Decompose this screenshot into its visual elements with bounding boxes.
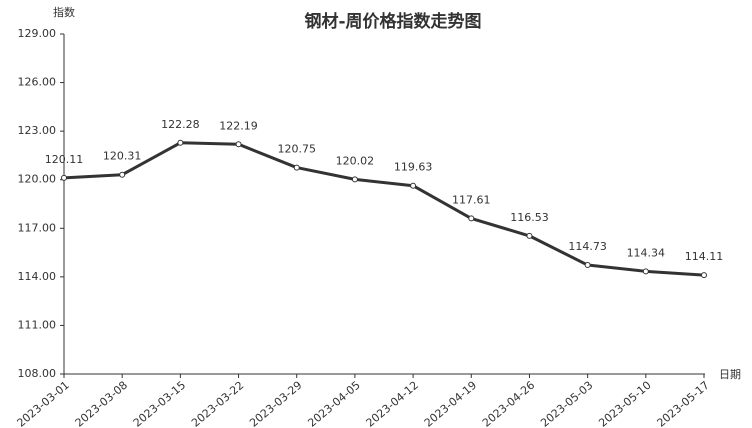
point xyxy=(61,174,67,181)
y-tick-label: 114.00 xyxy=(18,270,57,283)
x-tick-label: 2023-03-22 xyxy=(189,379,246,428)
x-tick-label: 2023-03-01 xyxy=(15,379,72,428)
y-axis-label: 指数 xyxy=(53,5,75,19)
data-label: 120.02 xyxy=(336,154,375,167)
x-tick-label: 2023-05-10 xyxy=(596,379,653,428)
x-tick-label: 2023-04-12 xyxy=(364,379,421,428)
point xyxy=(177,139,184,146)
point xyxy=(701,272,707,279)
line xyxy=(63,141,705,277)
x-tick-label: 2023-04-05 xyxy=(305,379,362,428)
y-tick-label: 120.00 xyxy=(18,173,57,186)
point xyxy=(468,215,475,222)
point xyxy=(584,262,591,269)
chart-title: 钢材-周价格指数走势图 xyxy=(304,11,481,32)
point xyxy=(351,176,358,183)
x-tick-label: 2023-04-26 xyxy=(480,379,537,428)
data-label: 116.53 xyxy=(510,211,549,224)
point xyxy=(235,141,242,148)
data-label: 119.63 xyxy=(394,161,433,174)
data-label: 114.11 xyxy=(685,250,724,263)
y-tick-label: 126.00 xyxy=(18,76,57,89)
x-tick-label: 2023-05-03 xyxy=(538,379,595,428)
data-label: 120.31 xyxy=(103,150,142,163)
x-tick-label: 2023-03-29 xyxy=(247,379,304,428)
x-tick-label: 2023-03-15 xyxy=(131,379,188,428)
y-tick-label: 123.00 xyxy=(18,124,57,137)
point xyxy=(119,171,126,178)
y-tick-label: 117.00 xyxy=(18,221,57,234)
point xyxy=(293,164,300,171)
data-label: 114.34 xyxy=(627,246,666,259)
data-label: 120.75 xyxy=(277,143,316,156)
y-tick-label: 111.00 xyxy=(18,318,57,331)
x-tick-label: 2023-04-19 xyxy=(422,379,479,428)
data-label: 122.28 xyxy=(161,118,200,131)
data-label: 120.11 xyxy=(45,153,84,166)
data-label: 114.73 xyxy=(568,240,607,253)
data-label: 117.61 xyxy=(452,193,491,206)
x-axis-label: 日期 xyxy=(719,368,741,381)
x-tick-label: 2023-05-17 xyxy=(655,379,712,428)
point xyxy=(410,182,417,189)
y-tick-label: 129.00 xyxy=(18,27,57,40)
x-tick-label: 2023-03-08 xyxy=(73,379,130,428)
point xyxy=(642,268,649,275)
point xyxy=(526,232,533,239)
y-tick-label: 108.00 xyxy=(18,367,57,380)
data-label: 122.19 xyxy=(219,119,258,132)
